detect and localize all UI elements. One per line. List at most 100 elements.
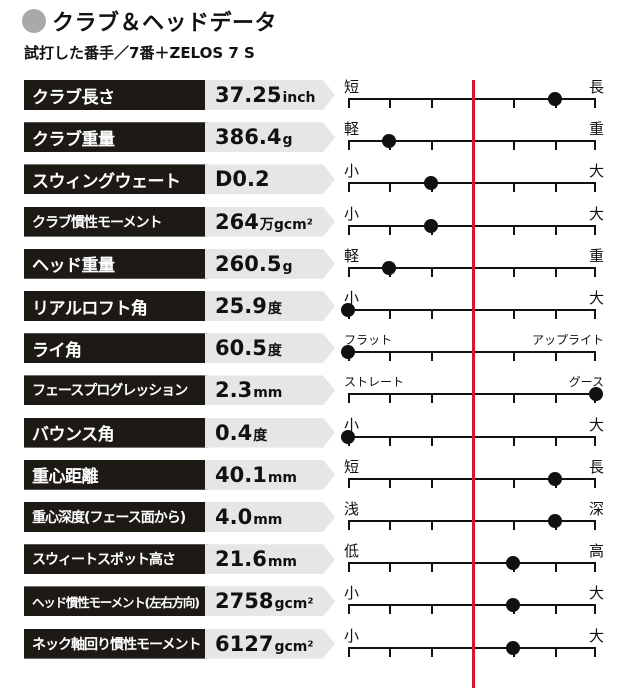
row-value: 0.4 度: [205, 418, 335, 448]
row-label: ヘッド慣性モーメント(左右方向): [24, 586, 220, 616]
value-number: 25.9: [215, 294, 267, 318]
value-number: 2.3: [215, 378, 253, 403]
row-value: 2758 gcm²: [205, 586, 335, 616]
row-label: 重心深度(フェース面から): [24, 502, 220, 532]
axis-tick: [348, 477, 350, 488]
value-unit: inch: [282, 90, 316, 106]
axis-tick: [554, 182, 557, 193]
center-reference-line: [472, 80, 475, 688]
scale-min-label: 軽: [344, 120, 360, 139]
axis-tick: [348, 562, 350, 573]
value-number: 264: [215, 209, 259, 234]
axis-tick: [389, 646, 392, 657]
scale-max-label: 重: [588, 246, 604, 265]
axis-tick: [430, 309, 433, 319]
data-row: ネック軸回り慣性モーメント 6127 gcm² 小 大: [0, 625, 640, 667]
value-number: 40.1: [215, 462, 267, 487]
axis-tick: [430, 646, 433, 657]
scale-max-label: 大: [588, 584, 604, 603]
axis-tick: [554, 562, 557, 573]
row-value: 21.6 mm: [205, 544, 335, 574]
value-marker: [341, 303, 355, 317]
value-number: D0.2: [215, 167, 270, 192]
value-marker: [547, 471, 562, 486]
axis-tick: [389, 477, 392, 488]
scale-max-label: 高: [588, 542, 604, 561]
value-unit: 万gcm²: [259, 216, 313, 233]
axis-tick: [389, 309, 392, 319]
data-row: ヘッド慣性モーメント(左右方向) 2758 gcm² 小 大: [0, 582, 640, 624]
row-label: 重心距離: [24, 460, 220, 490]
scale-min-label: 軽: [344, 246, 360, 265]
data-row: クラブ慣性モーメント 264 万gcm² 小 大: [0, 203, 640, 245]
axis-tick: [348, 224, 350, 235]
data-row: スウィングウェート D0.2 小 大: [0, 160, 640, 202]
axis-tick: [554, 646, 557, 657]
axis-tick: [594, 140, 596, 151]
axis-tick: [430, 435, 433, 446]
data-row: クラブ重量 386.4 g 軽 重: [0, 118, 640, 160]
value-unit: mm: [267, 469, 298, 486]
axis-tick: [430, 477, 433, 488]
row-value: 4.0 mm: [205, 502, 335, 532]
data-row: 重心距離 40.1 mm 短 長: [0, 456, 640, 498]
row-label: スウィートスポット高さ: [24, 544, 220, 574]
scale-min-label: 低: [344, 542, 360, 561]
value-unit: g: [282, 258, 293, 275]
value-marker: [423, 218, 438, 233]
value-unit: gcm²: [274, 596, 314, 613]
data-row: ライ角 60.5 度フラット アップライト: [0, 329, 640, 371]
axis-tick: [594, 309, 596, 319]
axis-tick: [430, 520, 433, 530]
axis-tick: [513, 520, 516, 530]
axis-tick: [594, 646, 596, 657]
value-marker: [423, 176, 438, 191]
axis-tick: [594, 520, 596, 530]
axis-tick: [554, 140, 557, 151]
value-unit: gcm²: [274, 638, 314, 655]
value-unit: 度: [253, 427, 268, 444]
row-value: 260.5 g: [205, 249, 335, 279]
axis-tick: [594, 182, 596, 193]
scale-max-label: グース: [568, 375, 604, 390]
row-label: ヘッド重量: [24, 249, 220, 279]
axis-tick: [348, 98, 350, 108]
axis-tick: [513, 309, 516, 319]
scale-min-label: 小: [344, 584, 360, 603]
row-label: フェースプログレッション: [24, 375, 220, 405]
axis-tick: [389, 182, 392, 193]
axis-tick: [554, 435, 557, 446]
axis-tick: [430, 351, 433, 362]
scale-max-label: 大: [588, 204, 604, 223]
axis-tick: [430, 393, 433, 404]
axis-tick: [594, 351, 596, 362]
axis-tick: [389, 351, 392, 362]
scale-min-label: フラット: [344, 333, 393, 348]
data-row: スウィートスポット高さ 21.6 mm 低 高: [0, 540, 640, 582]
value-number: 2758: [215, 589, 274, 614]
axis-tick: [513, 477, 516, 488]
page-title: クラブ＆ヘッドデータ: [52, 11, 278, 36]
axis-tick: [389, 393, 392, 404]
row-label: スウィングウェート: [24, 164, 220, 194]
axis-tick: [389, 98, 392, 108]
data-row: リアルロフト角 25.9 度小大: [0, 287, 640, 329]
axis-tick: [594, 98, 596, 108]
value-unit: mm: [253, 385, 283, 402]
row-label: リアルロフト角: [24, 291, 220, 321]
axis-tick: [348, 140, 350, 151]
scale-max-label: 大: [588, 162, 604, 181]
axis-tick: [348, 520, 350, 530]
row-value: 2.3 mm: [205, 375, 335, 405]
axis-tick: [348, 604, 350, 615]
value-marker: [382, 260, 397, 275]
row-value: 6127 gcm²: [205, 629, 335, 659]
axis-tick: [513, 393, 516, 404]
axis-tick: [513, 98, 516, 108]
axis-tick: [594, 266, 596, 277]
row-label: ライ角: [24, 333, 220, 363]
row-value: D0.2: [205, 164, 335, 194]
value-marker: [506, 556, 521, 571]
axis-tick: [513, 182, 516, 193]
axis-tick: [513, 140, 516, 151]
